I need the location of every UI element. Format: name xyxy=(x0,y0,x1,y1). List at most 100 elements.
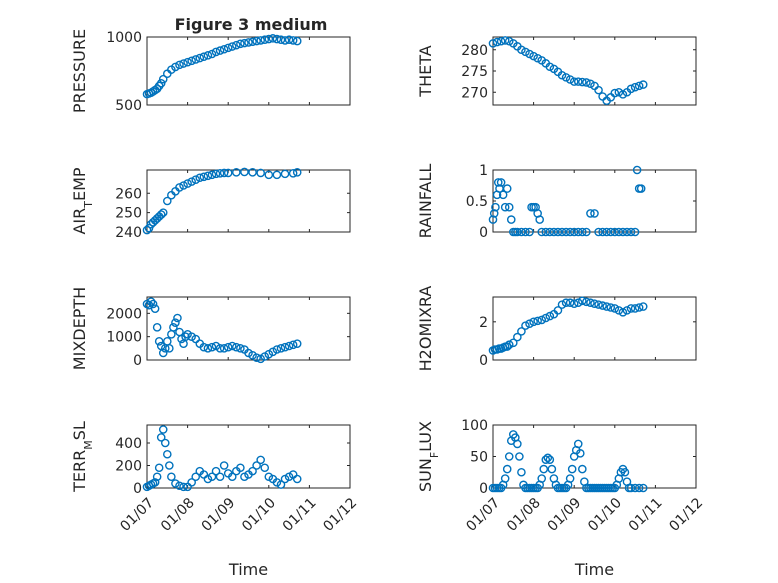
x-tick-label: 01/07 xyxy=(463,495,503,535)
data-point xyxy=(504,452,514,461)
data-point xyxy=(211,169,221,179)
data-point xyxy=(626,304,636,313)
data-point xyxy=(175,481,184,491)
data-point xyxy=(199,172,209,182)
data-point xyxy=(227,341,237,351)
data-point xyxy=(626,84,636,94)
data-point xyxy=(638,80,648,89)
data-point xyxy=(152,472,162,482)
data-point xyxy=(489,209,499,218)
data-point xyxy=(284,341,294,351)
data-point xyxy=(203,344,213,353)
x-tick-label: 01/11 xyxy=(280,495,320,535)
data-point xyxy=(537,474,547,483)
data-point xyxy=(500,474,510,483)
data-point xyxy=(191,472,201,482)
data-point xyxy=(150,304,160,313)
data-point xyxy=(496,178,506,187)
data-point xyxy=(175,183,184,192)
y-axis-label-part: RAINFALL xyxy=(416,164,435,239)
y-axis-label-part: SL xyxy=(70,421,89,440)
data-point xyxy=(569,77,579,86)
data-point xyxy=(508,338,518,348)
data-point xyxy=(634,81,644,91)
y-axis-label-part: TERR xyxy=(70,450,89,493)
data-point xyxy=(513,332,522,342)
subplot-theta: 270 275 280 THETA xyxy=(416,36,697,106)
data-point xyxy=(525,49,534,59)
data-point xyxy=(165,461,174,470)
y-tick-label: 2000 xyxy=(106,306,142,322)
data-point xyxy=(549,227,559,237)
y-axis-label: SUNFLUX xyxy=(416,421,441,492)
data-point xyxy=(638,483,648,493)
y-axis-label-part: AIR xyxy=(70,208,89,235)
data-points xyxy=(488,165,646,237)
data-point xyxy=(513,227,522,237)
x-tick-label: 01/12 xyxy=(666,495,706,535)
data-point xyxy=(517,45,526,55)
data-point xyxy=(541,313,551,323)
data-point xyxy=(586,209,595,218)
y-tick-label: 0 xyxy=(133,353,142,369)
data-point xyxy=(586,298,595,308)
y-axis-label: H2OMIXRA xyxy=(416,286,435,372)
data-point xyxy=(203,171,213,181)
data-point xyxy=(573,298,583,308)
y-tick-label: 0 xyxy=(133,481,142,497)
data-point xyxy=(582,78,591,87)
data-point xyxy=(541,455,551,464)
y-tick-label: 500 xyxy=(115,98,142,114)
data-point xyxy=(156,433,166,442)
y-axis-label-subscript: T xyxy=(82,201,95,209)
data-point xyxy=(171,318,180,327)
data-point xyxy=(561,227,571,237)
y-axis-label-part: H2OMIXRA xyxy=(416,286,435,372)
data-point xyxy=(154,463,164,473)
data-point xyxy=(488,39,498,48)
data-point xyxy=(199,342,209,352)
data-point xyxy=(565,474,575,483)
data-point xyxy=(578,464,587,474)
data-point xyxy=(586,79,595,89)
y-tick-label: 1000 xyxy=(106,330,142,346)
data-point xyxy=(187,56,196,66)
data-point xyxy=(288,168,298,178)
y-axis-label: RAINFALL xyxy=(416,164,435,239)
data-point xyxy=(504,202,514,212)
data-point xyxy=(488,215,498,224)
data-point xyxy=(219,461,229,470)
figure-title: Figure 3 medium xyxy=(175,15,328,34)
data-point xyxy=(594,300,603,309)
y-tick-label: 0 xyxy=(479,225,488,241)
y-tick-label: 0 xyxy=(479,481,488,497)
y-tick-label: 1000 xyxy=(106,30,142,46)
data-point xyxy=(506,215,516,224)
data-point xyxy=(618,90,628,99)
data-point xyxy=(491,202,500,212)
data-point xyxy=(582,297,591,307)
y-axis-label-part: EMP xyxy=(70,167,89,201)
data-point xyxy=(276,480,286,489)
data-point xyxy=(183,179,192,188)
y-axis-label-part: PRESSURE xyxy=(70,29,89,113)
axes-frame xyxy=(146,169,351,233)
data-point xyxy=(280,36,290,45)
data-point xyxy=(521,321,530,330)
data-point xyxy=(227,42,237,51)
y-axis-label: MIXDEPTH xyxy=(70,287,89,370)
data-point xyxy=(207,472,217,482)
x-axis-label: Time xyxy=(228,560,268,579)
data-point xyxy=(223,342,233,352)
data-point xyxy=(561,73,571,82)
data-point xyxy=(573,77,583,86)
y-axis-label-part: SUN xyxy=(416,458,435,492)
data-point xyxy=(529,51,538,61)
data-points xyxy=(488,296,648,355)
data-point xyxy=(561,298,571,308)
data-point xyxy=(171,62,180,72)
data-point xyxy=(598,301,607,310)
y-axis-label-subscript: F xyxy=(428,452,441,458)
y-axis-label-part: MIXDEPTH xyxy=(70,287,89,370)
data-point xyxy=(203,51,213,60)
